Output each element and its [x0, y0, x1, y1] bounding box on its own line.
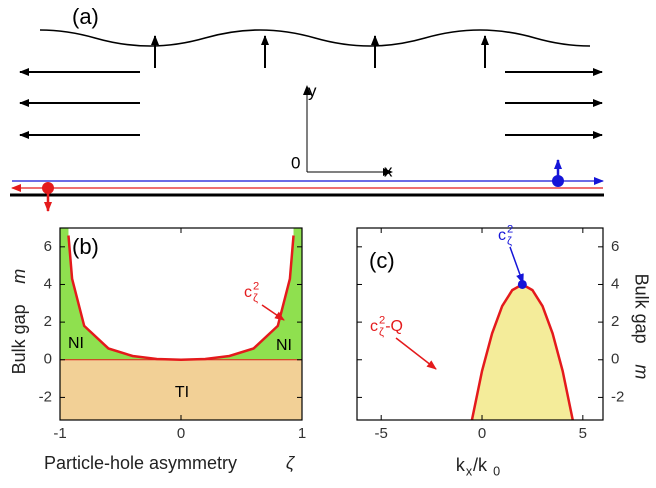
label-part: ζ: [379, 327, 384, 339]
region-inside: [68, 228, 294, 360]
label-part: 2: [507, 224, 513, 236]
panel-label: (c): [369, 248, 395, 273]
axis-y-label: y: [308, 81, 317, 100]
label-part: ζ: [507, 236, 512, 248]
rich-label: Bulk gap m: [631, 274, 651, 380]
rich-label: c 2ζ -Q: [370, 315, 403, 339]
y-tick-label: 6: [611, 238, 619, 255]
panel-label: (b): [72, 234, 99, 259]
label-part: x: [466, 465, 473, 479]
rich-label: Bulk gap m: [9, 269, 29, 375]
label-part: m: [631, 364, 651, 379]
annotation-arrow: [395, 337, 437, 370]
y-tick-label: 6: [44, 238, 52, 255]
label-part: Bulk gap: [9, 304, 29, 374]
y-tick-label: -2: [39, 388, 52, 405]
label-part: c: [498, 227, 506, 244]
flow-arrows: [19, 68, 603, 139]
curve: [67, 235, 295, 362]
up-arrows: [151, 35, 489, 68]
y-tick-label: 0: [611, 351, 619, 368]
y-tick-label: -2: [611, 388, 624, 405]
origin-label: 0: [291, 153, 300, 172]
plot-area: [470, 283, 574, 420]
y-tick-label: 4: [611, 275, 619, 292]
rich-label: c 2ζ: [244, 281, 259, 305]
rich-label: Particle-hole asymmetry ζ: [44, 453, 296, 473]
plot-frame: [356, 227, 604, 421]
label-part: 2: [253, 281, 259, 293]
label-part: ζ: [253, 293, 258, 305]
x-tick-label: 5: [579, 425, 587, 442]
annotation-arrow: [261, 304, 285, 321]
label-part: Particle-hole asymmetry: [44, 453, 237, 473]
area-fill: [471, 284, 573, 420]
region-label: NI: [68, 335, 84, 352]
x-tick-label: -1: [53, 425, 66, 442]
x-tick-label: 0: [478, 425, 486, 442]
region-label: TI: [175, 384, 189, 401]
y-tick-label: 2: [44, 313, 52, 330]
label-part: 2: [379, 315, 385, 327]
region-label: NI: [276, 337, 292, 354]
label-part: Bulk gap: [631, 274, 651, 344]
label-part: k: [456, 455, 466, 475]
panel-a: (a) y x 0: [10, 4, 604, 212]
label-part: -Q: [385, 318, 403, 335]
x-tick-label: 0: [177, 425, 185, 442]
label-part: c: [244, 284, 252, 301]
x-tick-label: 1: [298, 425, 306, 442]
annotation-arrow: [509, 246, 524, 284]
label-part: c: [370, 318, 378, 335]
y-tick-label: 2: [611, 313, 619, 330]
y-tick-label: 4: [44, 275, 52, 292]
y-tick-label: 0: [44, 351, 52, 368]
panel-label: (a): [72, 4, 99, 29]
particle-red: [42, 182, 54, 194]
region-fill: [60, 359, 302, 420]
particle-blue: [552, 175, 564, 187]
label-part: /k: [473, 455, 488, 475]
label-part: m: [9, 269, 29, 284]
x-tick-label: -5: [375, 425, 388, 442]
plot-area: [60, 228, 302, 420]
rich-label: k x/k 0: [456, 455, 500, 479]
wavy-edge: [39, 29, 591, 47]
label-part: ζ: [286, 453, 296, 473]
rich-label: c 2ζ: [498, 224, 513, 248]
axis-x-label: x: [384, 161, 393, 180]
label-part: 0: [493, 465, 500, 479]
axes: [303, 85, 393, 176]
